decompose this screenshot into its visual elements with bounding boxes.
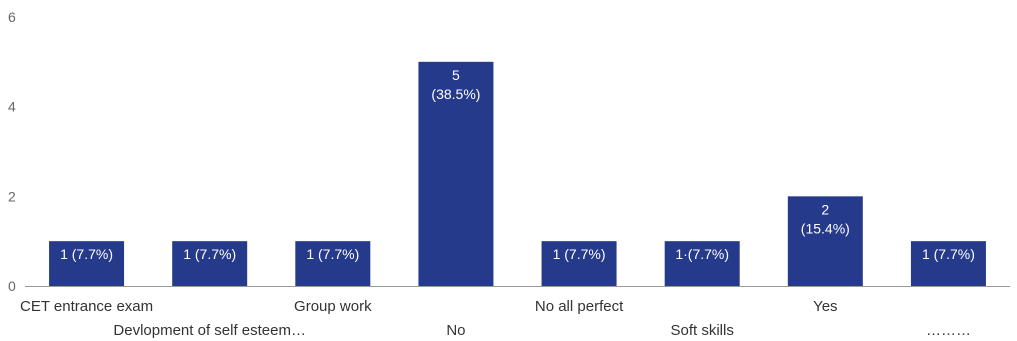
x-category-label: No all perfect xyxy=(535,298,624,315)
x-category-label: Yes xyxy=(813,298,837,315)
data-label: 1 (7.7%) xyxy=(60,246,113,262)
y-tick-label: 6 xyxy=(8,9,16,25)
bar xyxy=(49,241,125,286)
x-category-label: ……… xyxy=(926,322,971,339)
y-tick-label: 4 xyxy=(8,99,16,115)
x-category-label: Soft skills xyxy=(671,322,734,339)
y-tick-label: 0 xyxy=(8,278,16,294)
data-label: 1 (7.7%) xyxy=(183,246,236,262)
bar xyxy=(787,196,863,286)
data-label: 5 xyxy=(452,67,460,83)
data-labels: 1 (7.7%) 1 (7.7%) 1 (7.7%) 5 (38.5%) 1 (7.7%)… xyxy=(60,67,975,262)
data-label: (38.5%) xyxy=(431,86,480,102)
bar xyxy=(418,61,494,287)
bars xyxy=(49,61,986,287)
x-category-label: No xyxy=(446,322,465,339)
data-label: 2 xyxy=(821,201,829,217)
y-axis: 0 2 4 6 xyxy=(8,9,16,294)
y-tick-label: 2 xyxy=(8,188,16,204)
data-label: 1 (7.7%) xyxy=(306,246,359,262)
data-label: (15.4%) xyxy=(801,220,850,236)
x-category-label: Group work xyxy=(294,298,372,315)
bar xyxy=(910,241,986,286)
data-label: 1 (7.7%) xyxy=(922,246,975,262)
x-axis: CET entrance exam Devlopment of self este… xyxy=(20,286,1010,339)
bar xyxy=(172,241,248,286)
bar xyxy=(295,241,371,286)
data-label: 1·(7.7%) xyxy=(675,246,729,262)
bar xyxy=(664,241,740,286)
x-category-label: CET entrance exam xyxy=(20,298,153,315)
x-category-label: Devlopment of self esteem… xyxy=(113,322,306,339)
bar xyxy=(541,241,617,286)
data-label: 1 (7.7%) xyxy=(553,246,606,262)
